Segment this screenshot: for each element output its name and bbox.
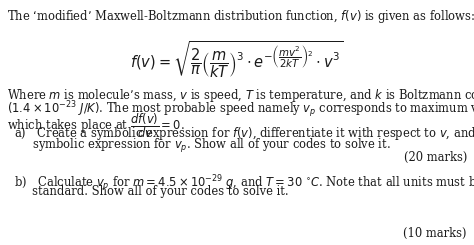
Text: $f(v) = \sqrt{\dfrac{2}{\pi}\left(\dfrac{m}{kT}\right)^3 \cdot e^{-\left(\dfrac{: $f(v) = \sqrt{\dfrac{2}{\pi}\left(\dfrac… <box>130 40 344 80</box>
Text: (20 marks): (20 marks) <box>404 151 467 164</box>
Text: $(1.4 \times 10^{-23}$ $J/K)$. The most probable speed namely $v_p$ corresponds : $(1.4 \times 10^{-23}$ $J/K)$. The most … <box>7 99 474 120</box>
Text: The ‘modified’ Maxwell-Boltzmann distribution function, $f(v)$ is given as follo: The ‘modified’ Maxwell-Boltzmann distrib… <box>7 8 474 25</box>
Text: standard. Show all of your codes to solve it.: standard. Show all of your codes to solv… <box>14 185 289 198</box>
Text: a) Create a symbolic expression for $f(v)$, differentiate it with respect to $v$: a) Create a symbolic expression for $f(v… <box>14 125 474 142</box>
Text: (10 marks): (10 marks) <box>403 227 467 240</box>
Text: symbolic expression for $v_p$. Show all of your codes to solve it.: symbolic expression for $v_p$. Show all … <box>14 137 391 155</box>
Text: b) Calculate $v_p$ for $m = 4.5 \times 10^{-29}$ $g$, and $T = 30$ $^{\circ}C$. : b) Calculate $v_p$ for $m = 4.5 \times 1… <box>14 173 474 194</box>
Text: Where $m$ is molecule’s mass, $v$ is speed, $T$ is temperature, and $k$ is Boltz: Where $m$ is molecule’s mass, $v$ is spe… <box>7 87 474 104</box>
Text: which takes place at $\dfrac{df(v)}{dv} = 0$.: which takes place at $\dfrac{df(v)}{dv} … <box>7 111 185 140</box>
